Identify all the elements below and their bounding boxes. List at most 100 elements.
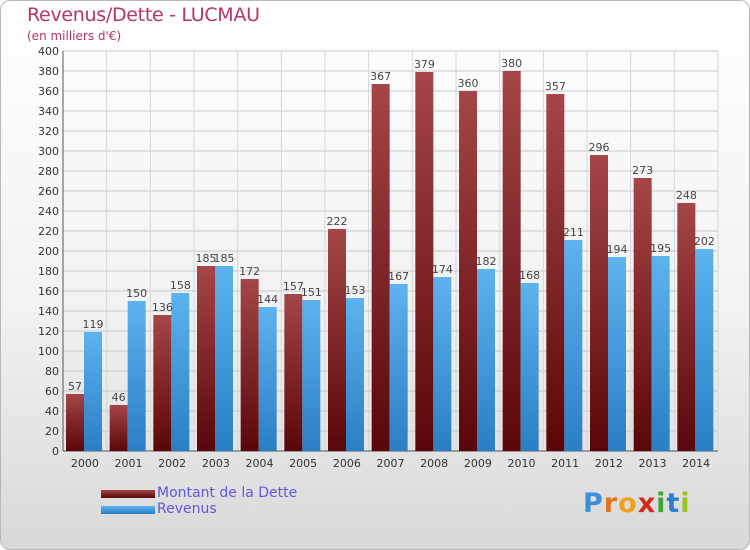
value-label: 296	[589, 141, 610, 154]
bar-dette	[284, 294, 303, 451]
value-label: 119	[83, 318, 104, 331]
x-tick-label: 2003	[202, 457, 230, 470]
bar-dette	[328, 229, 346, 451]
x-tick-label: 2011	[551, 457, 579, 470]
proxiti-logo: Proxiti	[583, 488, 691, 519]
bar-revenus	[127, 301, 146, 451]
x-tick-label: 2005	[289, 457, 317, 470]
x-tick-label: 2014	[682, 457, 710, 470]
value-label: 57	[68, 380, 82, 393]
value-label: 194	[607, 243, 628, 256]
value-label: 151	[301, 286, 322, 299]
x-tick-label: 2004	[246, 457, 274, 470]
value-label: 167	[388, 270, 409, 283]
y-tick-label: 240	[38, 205, 59, 218]
chart-title: Revenus/Dette - LUCMAU	[27, 4, 260, 26]
value-label: 185	[196, 252, 217, 265]
bar-dette	[546, 94, 565, 451]
value-label: 360	[458, 77, 479, 90]
y-tick-label: 80	[45, 365, 59, 378]
x-tick-label: 2010	[508, 457, 536, 470]
y-tick-label: 360	[38, 85, 59, 98]
legend-label-revenus: Revenus	[157, 501, 217, 517]
logo-letter: r	[603, 488, 619, 519]
bar-revenus	[477, 269, 495, 451]
value-label: 379	[414, 58, 435, 71]
logo-letter: P	[583, 488, 604, 519]
y-tick-label: 160	[38, 285, 59, 298]
value-label: 150	[126, 287, 147, 300]
bar-dette	[590, 155, 608, 451]
y-tick-label: 40	[45, 405, 59, 418]
bar-revenus	[520, 283, 539, 451]
legend-swatch-revenus	[101, 506, 155, 514]
value-label: 185	[214, 252, 235, 265]
bar-dette	[153, 315, 172, 451]
bar-dette	[415, 72, 434, 451]
bar-revenus	[389, 284, 408, 451]
value-label: 222	[327, 215, 348, 228]
value-label: 211	[563, 226, 584, 239]
value-label: 144	[257, 293, 278, 306]
bar-dette	[371, 84, 390, 451]
value-label: 367	[370, 70, 391, 83]
bar-dette	[240, 279, 259, 451]
y-tick-label: 340	[38, 105, 59, 118]
y-tick-label: 300	[38, 145, 59, 158]
x-tick-label: 2009	[464, 457, 492, 470]
value-label: 174	[432, 263, 453, 276]
x-tick-label: 2006	[333, 457, 361, 470]
value-label: 168	[519, 269, 540, 282]
y-tick-label: 0	[52, 445, 59, 458]
value-label: 357	[545, 80, 566, 93]
bar-revenus	[433, 277, 452, 451]
bar-dette	[109, 405, 128, 451]
bar-dette	[459, 91, 477, 451]
bar-revenus	[564, 240, 583, 451]
chart-subtitle: (en milliers d'€)	[27, 29, 122, 43]
x-tick-label: 2000	[71, 457, 99, 470]
y-tick-label: 400	[38, 45, 59, 58]
logo-letter: x	[637, 488, 657, 519]
value-label: 182	[476, 255, 497, 268]
logo-letter: o	[618, 488, 638, 519]
x-tick-label: 2008	[420, 457, 448, 470]
x-tick-label: 2012	[595, 457, 623, 470]
value-label: 273	[632, 164, 653, 177]
value-label: 202	[694, 235, 715, 248]
y-tick-label: 280	[38, 165, 59, 178]
y-tick-label: 180	[38, 265, 59, 278]
y-tick-label: 140	[38, 305, 59, 318]
bar-revenus	[608, 257, 626, 451]
legend-swatch-dette	[101, 490, 155, 498]
x-tick-label: 2001	[115, 457, 143, 470]
bar-dette	[633, 178, 652, 451]
y-tick-label: 200	[38, 245, 59, 258]
value-label: 153	[345, 284, 366, 297]
x-tick-label: 2013	[639, 457, 667, 470]
value-label: 172	[239, 265, 260, 278]
bar-revenus	[84, 332, 102, 451]
bar-revenus	[695, 249, 714, 451]
bar-revenus	[346, 298, 364, 451]
y-tick-label: 380	[38, 65, 59, 78]
value-label: 158	[170, 279, 191, 292]
y-tick-label: 260	[38, 185, 59, 198]
bar-revenus	[651, 256, 670, 451]
y-tick-label: 220	[38, 225, 59, 238]
y-tick-label: 20	[45, 425, 59, 438]
value-label: 46	[112, 391, 126, 404]
value-labels: 57 46 136 185 172 157 222 367 379 360 380 357 296 273…	[68, 57, 715, 404]
logo-letter: t	[666, 488, 681, 519]
axes: 0 20 40 60 80 100 120 140 160 180 200 220 240 260 280 3…	[38, 45, 718, 470]
y-tick-label: 320	[38, 125, 59, 138]
value-label: 195	[650, 242, 671, 255]
bar-revenus	[302, 300, 321, 451]
value-label: 380	[501, 57, 522, 70]
bar-revenus	[215, 266, 233, 451]
bar-dette	[66, 394, 84, 451]
y-tick-label: 120	[38, 325, 59, 338]
bar-dette	[197, 266, 215, 451]
bars	[66, 71, 714, 451]
x-tick-label: 2007	[377, 457, 405, 470]
